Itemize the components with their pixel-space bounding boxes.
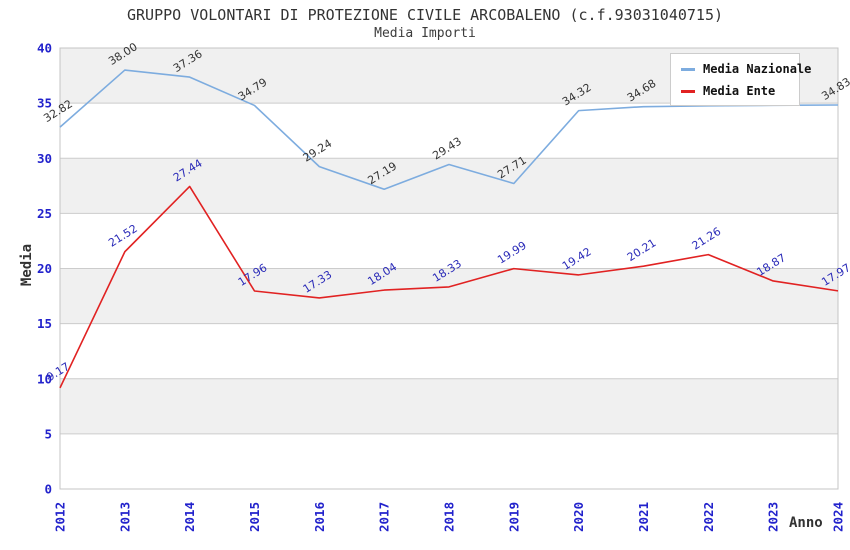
y-tick-label: 25 bbox=[37, 206, 52, 221]
plot-band bbox=[60, 158, 838, 214]
legend-label-media-ente: Media Ente bbox=[703, 84, 776, 98]
data-point-label: 21.26 bbox=[690, 225, 724, 253]
x-tick-label: 2013 bbox=[117, 502, 132, 532]
x-tick-label: 2016 bbox=[312, 502, 327, 532]
x-tick-label: 2020 bbox=[571, 502, 586, 532]
red-line-swatch-icon bbox=[681, 89, 695, 93]
legend-label-media-nazionale: Media Nazionale bbox=[703, 62, 812, 76]
x-tick-label: 2017 bbox=[377, 502, 392, 532]
y-tick-label: 30 bbox=[37, 151, 52, 166]
y-tick-label: 10 bbox=[37, 371, 52, 386]
x-tick-label: 2022 bbox=[701, 502, 716, 532]
plot-band bbox=[60, 268, 838, 324]
plot-border bbox=[59, 47, 839, 490]
legend-item-media-ente: Media Ente bbox=[681, 83, 789, 99]
legend-item-media-nazionale: Media Nazionale bbox=[681, 61, 811, 77]
chart-legend: Media Nazionale Media Ente bbox=[670, 53, 811, 106]
blue-line-swatch-icon bbox=[681, 67, 695, 71]
x-tick-label: 2019 bbox=[506, 502, 521, 532]
x-axis-title: Anno bbox=[789, 515, 823, 531]
plot-band bbox=[60, 378, 838, 434]
x-tick-label: 2024 bbox=[831, 502, 846, 532]
chart-subtitle: Media Importi bbox=[374, 26, 476, 41]
y-tick-label: 0 bbox=[44, 482, 52, 497]
x-tick-label: 2012 bbox=[53, 502, 68, 532]
data-point-label: 19.99 bbox=[495, 239, 529, 267]
y-tick-label: 20 bbox=[37, 261, 52, 276]
x-tick-label: 2023 bbox=[766, 502, 781, 532]
series-line-media-ente bbox=[59, 185, 839, 389]
chart-title: GRUPPO VOLONTARI DI PROTEZIONE CIVILE AR… bbox=[126, 6, 724, 24]
y-tick-label: 40 bbox=[37, 41, 52, 56]
y-tick-label: 5 bbox=[44, 426, 52, 441]
y-axis-title: Media bbox=[19, 243, 35, 287]
x-tick-label: 2015 bbox=[247, 502, 262, 532]
y-tick-label: 15 bbox=[37, 316, 52, 331]
data-point-label: 21.52 bbox=[106, 222, 140, 250]
x-tick-label: 2018 bbox=[442, 502, 457, 532]
data-point-label: 20.21 bbox=[625, 236, 659, 264]
x-tick-label: 2014 bbox=[182, 502, 197, 532]
y-tick-label: 35 bbox=[37, 96, 52, 111]
x-tick-label: 2021 bbox=[636, 502, 651, 532]
